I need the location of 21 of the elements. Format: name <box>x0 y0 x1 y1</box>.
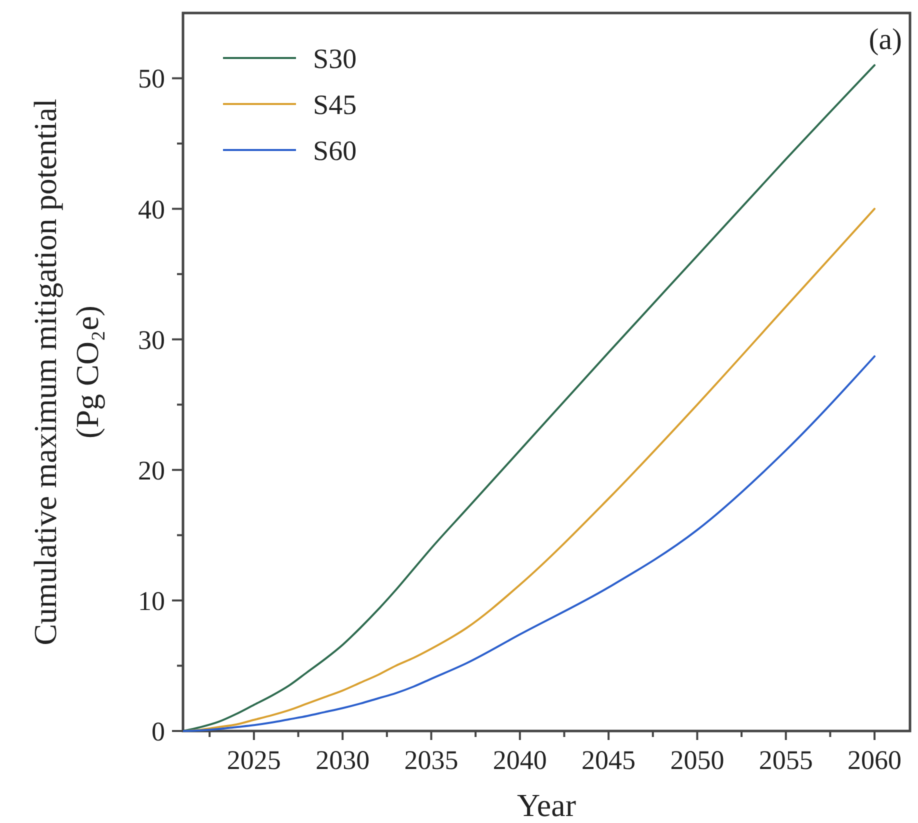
x-tick-label: 2025 <box>226 745 281 775</box>
y-tick-label: 10 <box>138 586 165 616</box>
x-tick-label: 2060 <box>848 745 902 775</box>
y-tick-label: 50 <box>138 64 165 94</box>
legend-label: S45 <box>313 90 357 121</box>
y-tick-label: 20 <box>138 455 165 486</box>
legend-label: S60 <box>313 136 357 167</box>
x-tick-label: 2045 <box>582 745 636 775</box>
y-tick-label: 0 <box>152 716 165 746</box>
y-tick-label: 30 <box>138 324 165 355</box>
y-axis-title: Cumulative maximum mitigation potential (Pg CO₂e) <box>27 98 105 646</box>
x-tick-label: 2055 <box>758 745 813 775</box>
x-tick-label: 2050 <box>670 745 724 775</box>
x-tick-label: 2035 <box>404 745 458 775</box>
annotation: (a) <box>868 23 902 56</box>
x-tick-label: 2030 <box>316 745 370 775</box>
x-axis-title: Year <box>517 787 576 823</box>
x-tick-label: 2040 <box>492 745 547 775</box>
y-tick-label: 40 <box>138 194 165 224</box>
legend-label: S30 <box>313 44 357 75</box>
line-series <box>182 355 876 732</box>
